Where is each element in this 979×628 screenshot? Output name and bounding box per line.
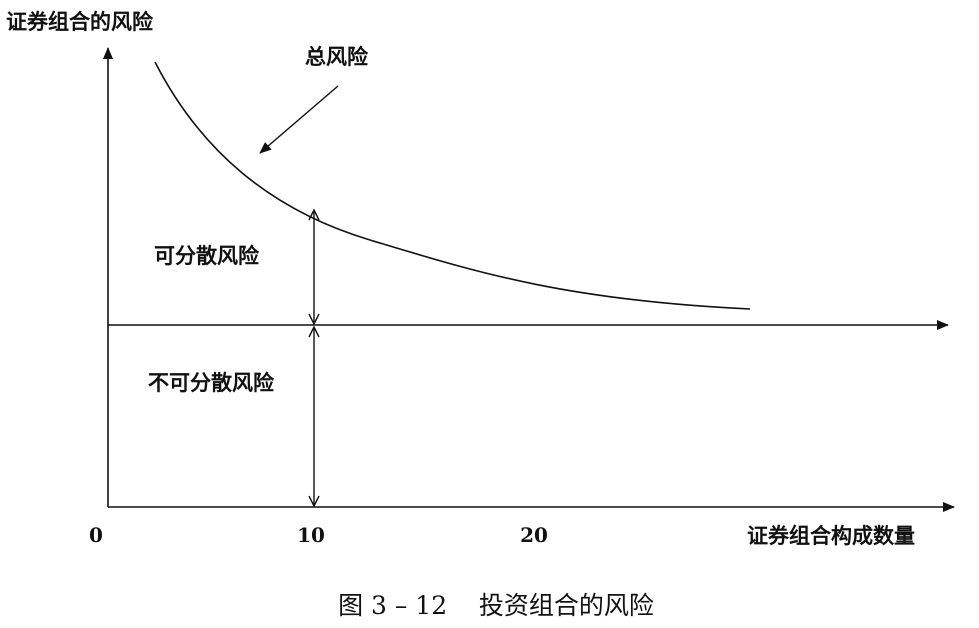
x-tick-0: 0 [89, 523, 103, 547]
total-risk-curve [154, 61, 751, 310]
figure-caption: 图 3 – 12 投资组合的风险 [338, 591, 654, 620]
x-tick-20: 20 [520, 523, 548, 547]
total-risk-pointer-arrow [259, 85, 339, 154]
x-axis-label: 证券组合构成数量 [747, 524, 915, 548]
y-axis-label: 证券组合的风险 [6, 10, 154, 34]
x-tick-10: 10 [297, 523, 325, 547]
diversifiable-risk-label: 可分散风险 [154, 244, 260, 268]
nondiversifiable-risk-label: 不可分散风险 [148, 371, 275, 395]
total-risk-label: 总风险 [305, 45, 369, 69]
